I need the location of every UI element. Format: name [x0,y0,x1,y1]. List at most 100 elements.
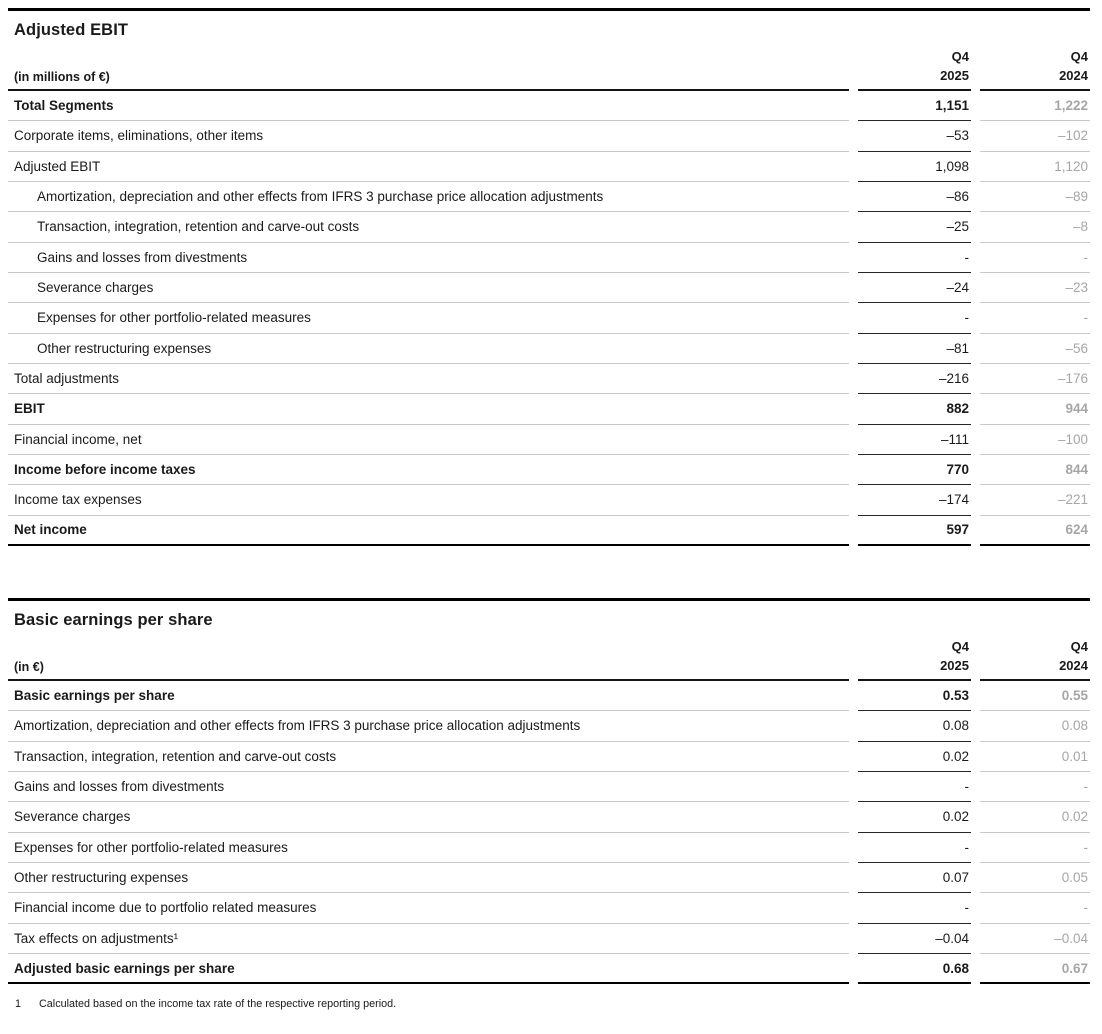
value-q4-2025: 1,151 [858,91,971,122]
financial-report-page: Adjusted EBIT (in millions of €) Q4 2025… [8,8,1090,1010]
value-q4-2024: 0.05 [980,863,1090,894]
table-row: Gains and losses from divestments - - [8,772,1090,803]
table-body: Total Segments 1,151 1,222 Corporate items,… [8,91,1090,546]
row-label: Severance charges [8,802,849,833]
row-label: Financial income due to portfolio relate… [8,893,849,924]
row-label: Expenses for other portfolio-related mea… [8,303,849,334]
value-q4-2025: 0.53 [858,681,971,712]
year-label: 2025 [940,657,969,673]
row-label: Amortization, depreciation and other eff… [8,182,849,213]
value-q4-2024: –8 [980,212,1090,243]
value-q4-2024: - [980,893,1090,924]
value-q4-2025: - [858,893,971,924]
table-row: Amortization, depreciation and other eff… [8,711,1090,742]
row-label: Total Segments [8,91,849,122]
period-label: Q4 [951,638,969,654]
table-row: Total Segments 1,151 1,222 [8,91,1090,122]
table-row: Tax effects on adjustments¹ –0.04 –0.04 [8,924,1090,954]
table-row: Transaction, integration, retention and … [8,742,1090,772]
value-q4-2025: 0.02 [858,742,971,772]
basic-eps-table: Basic earnings per share (in €) Q4 2025 … [8,597,1090,985]
value-q4-2025: 597 [858,516,971,546]
table-header-row: (in millions of €) Q4 2025 Q4 2024 [8,40,1090,91]
column-header-q4-2025: Q4 2025 [858,637,971,681]
table-row: Financial income, net –111 –100 [8,425,1090,455]
value-q4-2025: –24 [858,273,971,304]
value-q4-2025: - [858,303,971,334]
table-row: Gains and losses from divestments - - [8,243,1090,273]
year-label: 2025 [940,68,969,83]
row-label: Other restructuring expenses [8,863,849,894]
row-label: Transaction, integration, retention and … [8,742,849,772]
period-label: Q4 [1070,49,1088,64]
row-label: Net income [8,516,849,546]
row-label: Basic earnings per share [8,681,849,712]
value-q4-2024: - [980,772,1090,803]
value-q4-2025: –216 [858,364,971,395]
footnote-text: Calculated based on the income tax rate … [39,998,397,1011]
value-q4-2025: 882 [858,394,971,425]
table-row: Severance charges –24 –23 [8,273,1090,304]
table-row: Amortization, depreciation and other eff… [8,182,1090,213]
row-label: Financial income, net [8,425,849,455]
value-q4-2025: 0.08 [858,711,971,742]
value-q4-2024: 624 [980,516,1090,546]
unit-label: (in millions of €) [8,70,849,91]
row-label: EBIT [8,394,849,425]
period-label: Q4 [951,49,969,64]
value-q4-2024: 944 [980,394,1090,425]
row-label: Total adjustments [8,364,849,395]
table-row: Expenses for other portfolio-related mea… [8,833,1090,863]
table-title-basic-eps: Basic earnings per share [14,610,213,629]
value-q4-2025: –81 [858,334,971,364]
column-header-q4-2025: Q4 2025 [858,47,971,91]
value-q4-2024: –176 [980,364,1090,395]
value-q4-2024: 0.55 [980,681,1090,712]
table-row: Adjusted EBIT 1,098 1,120 [8,152,1090,182]
row-label: Income tax expenses [8,485,849,516]
row-label: Expenses for other portfolio-related mea… [8,833,849,863]
table-row: Total adjustments –216 –176 [8,364,1090,395]
value-q4-2025: –25 [858,212,971,243]
table-row: Expenses for other portfolio-related mea… [8,303,1090,334]
period-label: Q4 [1070,638,1088,654]
table-row: Corporate items, eliminations, other ite… [8,121,1090,152]
column-header-q4-2024: Q4 2024 [980,637,1090,681]
value-q4-2025: 1,098 [858,152,971,182]
table-row: Other restructuring expenses 0.07 0.05 [8,863,1090,894]
table-header-row: (in €) Q4 2025 Q4 2024 [8,630,1090,681]
unit-label: (in €) [8,660,849,681]
table-row: Adjusted basic earnings per share 0.68 0.6… [8,954,1090,985]
value-q4-2024: 0.08 [980,711,1090,742]
row-label: Tax effects on adjustments¹ [8,924,849,954]
value-q4-2025: 0.02 [858,802,971,833]
table-row: Income before income taxes 770 844 [8,455,1090,486]
table-row: Financial income due to portfolio relate… [8,893,1090,924]
year-label: 2024 [1059,68,1088,83]
row-label: Severance charges [8,273,849,304]
value-q4-2024: –221 [980,485,1090,516]
row-label: Gains and losses from divestments [8,772,849,803]
table-body: Basic earnings per share 0.53 0.55 Amortiza… [8,681,1090,985]
value-q4-2024: 0.67 [980,954,1090,985]
value-q4-2025: - [858,833,971,863]
value-q4-2024: –0.04 [980,924,1090,954]
value-q4-2025: –174 [858,485,971,516]
footnote: 1 Calculated based on the income tax rat… [8,998,1090,1010]
table-title-adjusted-ebit: Adjusted EBIT [14,21,129,39]
column-header-q4-2024: Q4 2024 [980,47,1090,91]
row-label: Adjusted basic earnings per share [8,954,849,985]
value-q4-2024: –100 [980,425,1090,455]
value-q4-2025: –53 [858,121,971,152]
year-label: 2024 [1059,657,1088,673]
value-q4-2024: - [980,833,1090,863]
value-q4-2024: –56 [980,334,1090,364]
table-row: Other restructuring expenses –81 –56 [8,334,1090,364]
table-row: Net income 597 624 [8,516,1090,546]
table-row: Basic earnings per share 0.53 0.55 [8,681,1090,712]
value-q4-2025: –0.04 [858,924,971,954]
value-q4-2025: –86 [858,182,971,213]
value-q4-2024: - [980,303,1090,334]
row-label: Adjusted EBIT [8,152,849,182]
table-row: EBIT 882 944 [8,394,1090,425]
